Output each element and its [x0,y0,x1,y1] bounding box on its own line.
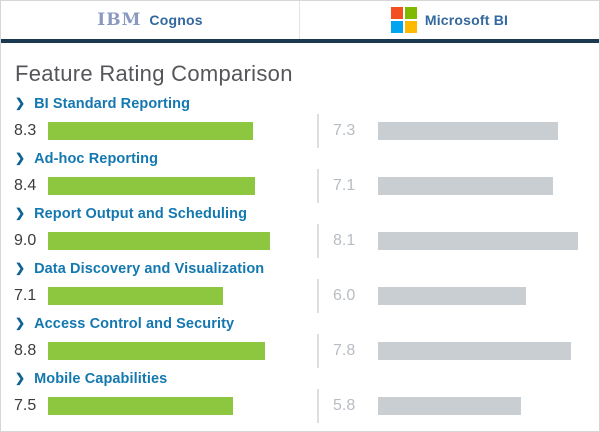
feature-group: ❯ Report Output and Scheduling 9.0 8.1 [1,203,599,258]
feature-group: ❯ BI Standard Reporting 8.3 7.3 [1,93,599,148]
feature-label-row[interactable]: ❯ BI Standard Reporting [1,93,599,114]
cognos-rating-cell: 7.1 [1,279,317,313]
cognos-rating-value: 8.4 [14,177,37,194]
feature-label: Mobile Capabilities [34,370,168,387]
ms-square-red [390,7,403,19]
rating-row: 9.0 8.1 [1,224,599,258]
brand-ibm-cognos: IBM Cognos [1,1,300,39]
feature-label-row[interactable]: ❯ Report Output and Scheduling [1,203,599,224]
microsoft-rating-cell: 7.1 [317,169,599,203]
cognos-rating-bar [48,397,234,415]
feature-group: ❯ Ad-hoc Reporting 8.4 7.1 [1,148,599,203]
chevron-right-icon: ❯ [15,370,26,385]
cognos-rating-cell: 7.5 [1,389,317,423]
feature-group: ❯ Access Control and Security 8.8 7.8 [1,313,599,368]
chevron-right-icon: ❯ [15,150,26,165]
ms-square-green [404,7,417,19]
microsoft-rating-cell: 8.1 [317,224,599,258]
cognos-rating-value: 8.8 [14,342,37,359]
microsoft-rating-bar [378,122,559,140]
rating-row: 8.3 7.3 [1,114,599,148]
cognos-rating-value: 7.1 [14,287,37,304]
cognos-rating-bar [48,342,266,360]
microsoft-rating-value: 8.1 [333,232,356,249]
microsoft-rating-value: 7.8 [333,342,356,359]
cognos-rating-cell: 9.0 [1,224,317,258]
cognos-rating-value: 8.3 [14,122,37,139]
microsoft-rating-cell: 5.8 [317,389,599,423]
microsoft-rating-bar [378,342,571,360]
header-divider-rule [1,39,599,43]
cognos-rating-bar [48,122,253,140]
ms-square-yellow [404,21,417,33]
ibm-logo-icon: IBM [97,9,142,30]
chevron-right-icon: ❯ [15,260,26,275]
microsoft-rating-bar [378,287,527,305]
comparison-header: IBM Cognos Microsoft BI [1,1,599,39]
feature-group: ❯ Data Discovery and Visualization 7.1 6.0 [1,258,599,313]
feature-label: BI Standard Reporting [34,95,191,112]
feature-label: Data Discovery and Visualization [34,260,265,277]
microsoft-rating-bar [378,397,522,415]
feature-label: Ad-hoc Reporting [34,150,159,167]
microsoft-rating-value: 7.3 [333,122,356,139]
cognos-rating-cell: 8.4 [1,169,317,203]
brand-microsoft-bi: Microsoft BI [300,1,599,39]
microsoft-bi-brand-label: Microsoft BI [424,12,509,28]
feature-group: ❯ Mobile Capabilities 7.5 5.8 [1,368,599,423]
cognos-brand-label: Cognos [149,12,203,28]
microsoft-rating-value: 5.8 [333,397,356,414]
cognos-rating-bar [48,232,271,250]
chevron-right-icon: ❯ [15,205,26,220]
feature-label: Access Control and Security [34,315,235,332]
feature-label-row[interactable]: ❯ Ad-hoc Reporting [1,148,599,169]
feature-label-row[interactable]: ❯ Data Discovery and Visualization [1,258,599,279]
rating-row: 7.5 5.8 [1,389,599,423]
microsoft-rating-value: 7.1 [333,177,356,194]
microsoft-rating-cell: 7.3 [317,114,599,148]
microsoft-logo-icon [390,7,417,33]
cognos-rating-value: 7.5 [14,397,37,414]
microsoft-rating-bar [378,232,579,250]
page-title: Feature Rating Comparison [15,61,293,86]
ms-square-blue [390,21,403,33]
microsoft-rating-cell: 7.8 [317,334,599,368]
feature-label: Report Output and Scheduling [34,205,248,222]
cognos-rating-bar [48,177,256,195]
cognos-rating-cell: 8.8 [1,334,317,368]
feature-label-row[interactable]: ❯ Access Control and Security [1,313,599,334]
microsoft-rating-value: 6.0 [333,287,356,304]
rating-row: 8.8 7.8 [1,334,599,368]
cognos-rating-cell: 8.3 [1,114,317,148]
feature-rating-list: ❯ BI Standard Reporting 8.3 7.3 ❯ Ad-hoc Repo… [1,93,599,423]
chevron-right-icon: ❯ [15,315,26,330]
microsoft-rating-cell: 6.0 [317,279,599,313]
cognos-rating-value: 9.0 [14,232,37,249]
feature-label-row[interactable]: ❯ Mobile Capabilities [1,368,599,389]
cognos-rating-bar [48,287,224,305]
rating-row: 8.4 7.1 [1,169,599,203]
rating-row: 7.1 6.0 [1,279,599,313]
microsoft-rating-bar [378,177,554,195]
chevron-right-icon: ❯ [15,95,26,110]
